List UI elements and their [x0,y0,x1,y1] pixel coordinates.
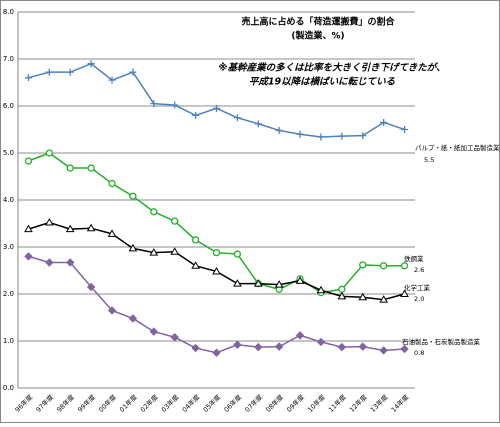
marker [253,279,263,287]
marker [192,111,200,119]
data-label: 0.8 [414,349,424,357]
marker [254,342,263,352]
marker [358,342,367,351]
marker [212,266,221,275]
annotation: 平成19以降は横ばいに転じている [249,76,396,88]
marker [65,224,75,233]
marker [233,340,242,349]
marker [401,126,409,133]
marker [24,157,33,165]
marker [359,132,367,140]
y-tick-label: 7.0 [3,55,14,63]
marker [316,285,326,294]
marker [359,261,367,269]
marker [380,262,388,270]
marker [338,285,346,293]
marker [129,68,137,76]
marker [191,236,200,244]
marker [24,224,33,233]
marker [86,223,96,232]
chart-subtitle: (製造業、%) [291,30,344,42]
marker [274,280,284,288]
marker [149,248,159,256]
marker [338,132,346,140]
marker [171,101,179,109]
marker [108,76,116,84]
marker [400,289,409,297]
marker [107,306,117,315]
marker [233,279,242,287]
y-tick-label: 0.0 [3,384,14,392]
y-tick-label: 8.0 [3,8,14,16]
marker [66,258,75,267]
marker [129,192,137,200]
series-name: 石油製品・石炭製品製造業 [402,337,481,346]
marker [400,262,409,270]
marker [45,68,53,76]
marker [254,120,262,128]
marker [295,331,305,340]
data-label: 5.5 [424,156,434,164]
marker [191,343,200,353]
y-tick-label: 2.0 [3,290,14,298]
chart-title: 売上高に占める「荷造運搬費」の割合 [241,16,395,28]
marker [87,164,95,172]
marker [87,60,95,68]
marker [150,100,158,108]
marker [275,126,283,134]
series-name: 鉄鋼業 [404,254,424,263]
marker [380,118,388,126]
marker [213,104,220,112]
y-tick-label: 3.0 [3,243,14,251]
marker [233,114,241,122]
marker [295,276,305,284]
marker [170,333,179,342]
marker [337,291,347,300]
marker [379,346,388,355]
marker [274,342,284,351]
marker [107,229,117,237]
marker [171,217,179,225]
marker [128,314,138,323]
data-label: 2.6 [414,266,424,274]
series-name: パルプ・紙・紙加工品製造業 [415,143,500,152]
data-label: 2.0 [414,295,424,303]
marker [212,248,221,257]
marker [149,327,159,336]
marker [337,342,347,352]
marker [44,218,54,226]
y-tick-label: 5.0 [3,149,14,157]
marker [317,133,325,141]
marker [316,337,326,347]
marker [170,247,180,255]
y-tick-label: 6.0 [3,102,14,110]
marker [86,282,96,292]
marker [66,68,74,76]
marker [233,250,242,258]
marker [212,348,221,357]
marker [24,74,32,82]
marker [24,252,33,261]
marker [296,130,304,138]
series-name: 化学工業 [404,283,431,292]
marker [128,243,138,252]
marker [108,179,116,188]
y-tick-label: 4.0 [3,196,14,204]
marker [379,295,389,303]
marker [45,149,53,157]
y-tick-label: 1.0 [3,337,14,345]
marker [191,261,200,269]
marker [358,292,368,301]
marker [66,164,74,172]
marker [150,208,158,216]
annotation: ※基幹産業の多くは比率を大きく引き下げてきたが、 [218,62,445,74]
marker [45,258,54,267]
marker [400,344,409,354]
